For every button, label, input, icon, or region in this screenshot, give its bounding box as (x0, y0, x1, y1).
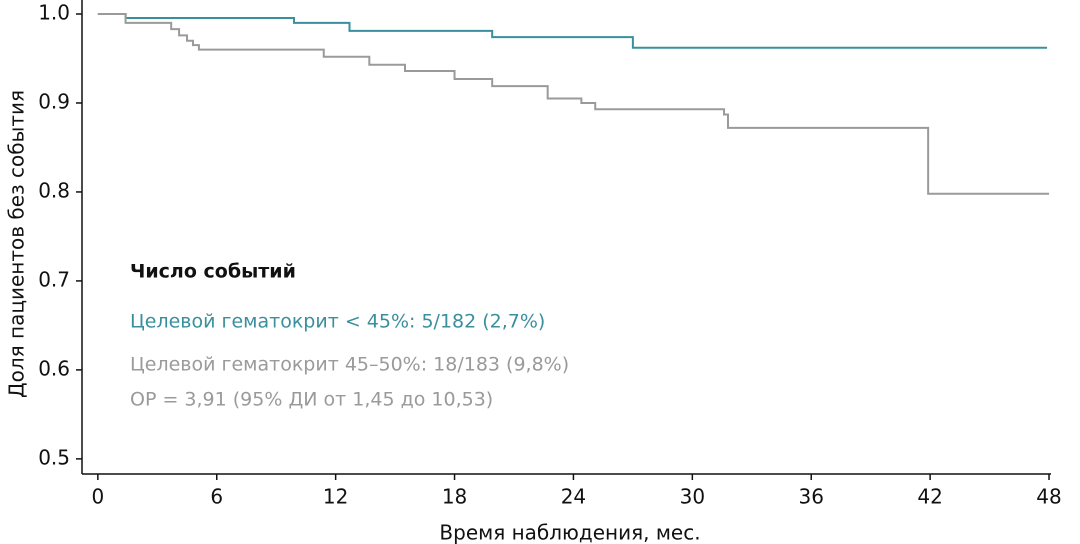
legend-entry: Целевой гематокрит 45–50%: 18/183 (9,8%) (130, 354, 569, 376)
y-tick-label: 0.5 (38, 445, 70, 469)
survival-curve (97, 13, 1048, 49)
legend-entry: Целевой гематокрит < 45%: 5/182 (2,7%) (130, 311, 545, 333)
x-tick-label: 24 (561, 485, 586, 509)
x-tick-label: 6 (210, 485, 223, 509)
annotation: ОР = 3,91 (95% ДИ от 1,45 до 10,53) (130, 389, 493, 411)
x-tick-label: 30 (680, 485, 705, 509)
x-tick-label: 18 (442, 485, 467, 509)
x-axis-title: Время наблюдения, мес. (439, 521, 700, 544)
y-tick-label: 0.6 (38, 356, 70, 380)
y-tick-label: 0.9 (38, 89, 70, 113)
x-tick-label: 36 (799, 485, 824, 509)
y-axis-title: Доля пациентов без события (5, 90, 29, 398)
survival-curve (97, 13, 1050, 195)
x-tick-label: 0 (91, 485, 104, 509)
y-tick-label: 0.8 (38, 178, 70, 202)
x-tick-label: 48 (1036, 485, 1061, 509)
x-tick-label: 42 (917, 485, 942, 509)
x-tick-label: 12 (323, 485, 348, 509)
y-tick-label: 0.7 (38, 267, 70, 291)
legend-title: Число событий (130, 261, 296, 283)
y-tick-label: 1.0 (38, 1, 70, 25)
